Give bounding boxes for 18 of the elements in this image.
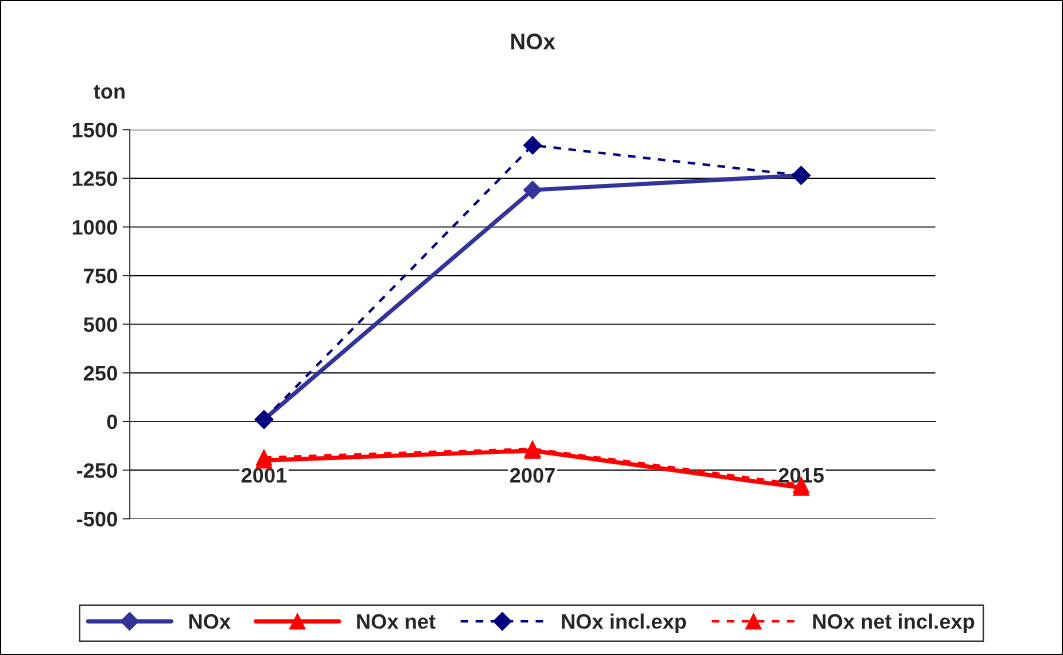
y-tick-label: 0	[107, 414, 118, 430]
chart-title: NOx	[511, 33, 556, 50]
y-tick-label: 1000	[72, 219, 118, 235]
x-tick-label: 2015	[778, 467, 824, 483]
legend-label: NOx net	[357, 614, 436, 629]
y-tick-label: 250	[83, 365, 118, 381]
legend-label: NOx incl.exp	[562, 613, 686, 633]
y-tick-label: -500	[77, 511, 118, 527]
y-tick-label: 1500	[72, 122, 118, 138]
x-tick-label: 2001	[241, 467, 287, 483]
y-tick-label: -250	[77, 463, 118, 478]
legend-label: NOx	[189, 614, 231, 629]
legend-label: NOx net incl.exp	[813, 613, 975, 633]
y-axis-title: ton	[93, 84, 125, 99]
y-tick-label: 750	[84, 268, 118, 284]
y-tick-label: 1250	[72, 171, 118, 187]
y-tick-label: 500	[83, 317, 118, 332]
x-tick-label: 2007	[510, 467, 555, 483]
